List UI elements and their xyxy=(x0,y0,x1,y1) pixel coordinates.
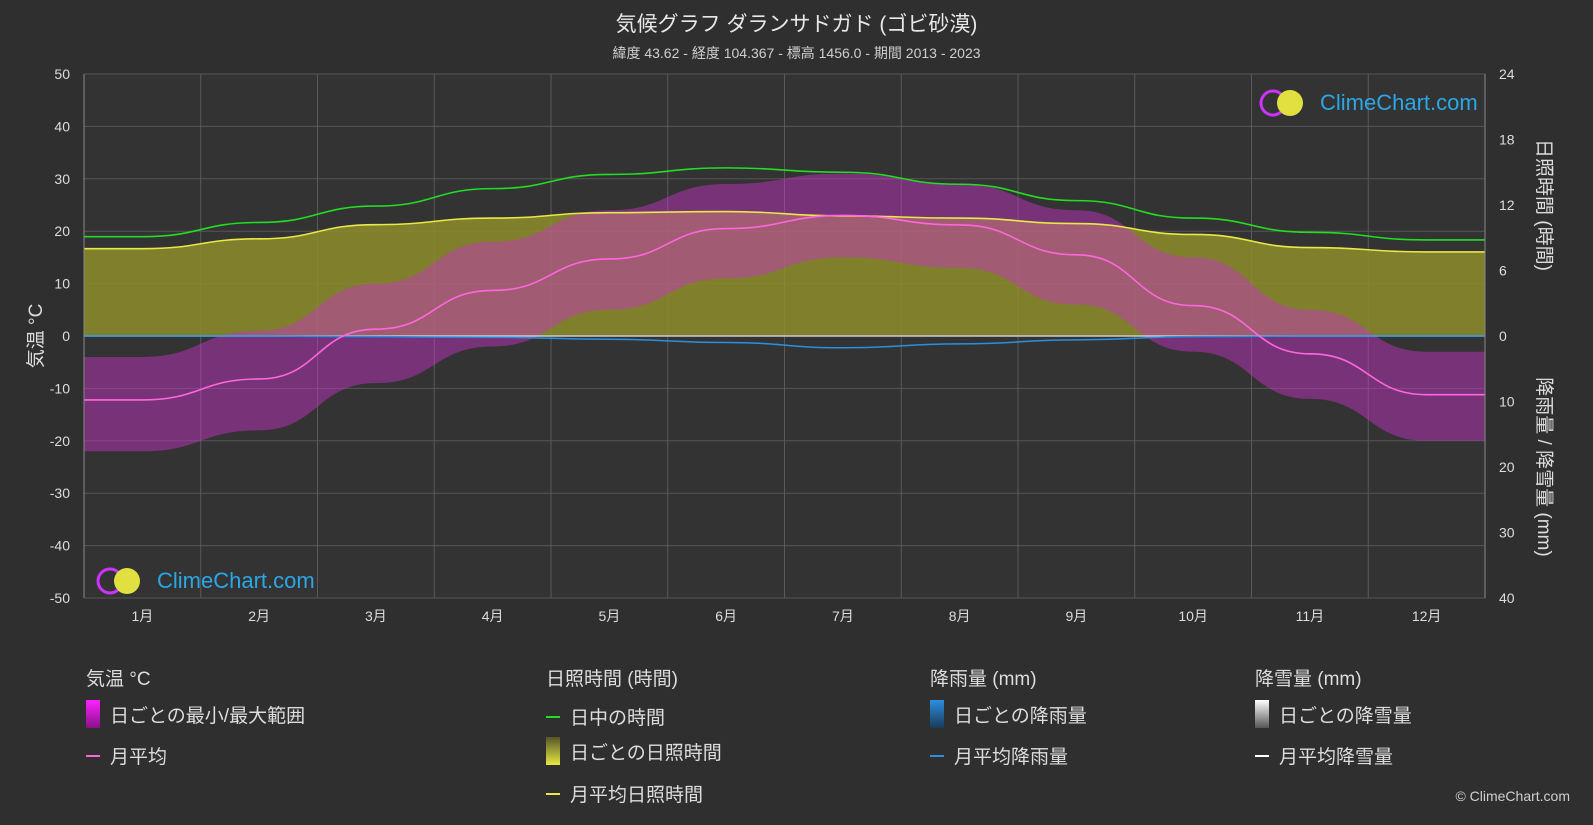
logo-bottom: ClimeChart.com xyxy=(95,566,315,596)
line-swatch xyxy=(1255,754,1269,757)
legend-label: 月平均日照時間 xyxy=(570,785,704,806)
legend-sun-avg: 月平均日照時間 xyxy=(546,780,703,807)
x-tick-label: 7月 xyxy=(832,608,854,624)
legend-label: 月平均 xyxy=(110,747,168,768)
line-swatch xyxy=(546,792,560,795)
logo-top: ClimeChart.com xyxy=(1258,88,1478,118)
legend-snow-head: 降雪量 (mm) xyxy=(1255,669,1362,690)
y-tick-label-right-sun: 0 xyxy=(1499,328,1507,344)
logo-text: ClimeChart.com xyxy=(1320,90,1478,115)
y-tick-label-left: 30 xyxy=(54,171,70,187)
y-tick-label-left: 0 xyxy=(62,328,70,344)
sunshine-avg-line xyxy=(84,210,1485,253)
y-tick-label-left: -10 xyxy=(50,380,70,396)
range-swatch xyxy=(546,737,560,765)
y-tick-label-left: -30 xyxy=(50,485,70,501)
y-axis-title-right-precip: 降雨量 / 降雪量 (mm) xyxy=(1533,377,1555,556)
line-swatch xyxy=(86,754,100,757)
range-swatch xyxy=(1255,700,1269,728)
x-tick-label: 10月 xyxy=(1178,608,1208,624)
legend-snow-avg: 月平均降雪量 xyxy=(1255,742,1393,769)
y-axis-title-left: 気温 °C xyxy=(25,304,47,369)
climechart-logo-icon xyxy=(1259,89,1303,117)
y-tick-label-left: 10 xyxy=(54,276,70,292)
y-tick-label-right-precip: 20 xyxy=(1499,459,1515,475)
temperature-range-band xyxy=(84,173,1485,452)
sunshine-area xyxy=(84,211,1485,336)
chart-subtitle: 緯度 43.62 - 経度 104.367 - 標高 1456.0 - 期間 2… xyxy=(612,45,981,61)
x-tick-label: 5月 xyxy=(598,608,620,624)
x-tick-label: 2月 xyxy=(248,608,270,624)
legend-label: 日ごとの降雨量 xyxy=(954,705,1087,727)
y-tick-label-left: -40 xyxy=(50,538,70,554)
legend-daily-sun: 日ごとの日照時間 xyxy=(546,737,722,765)
legend-label: 日ごとの最小/最大範囲 xyxy=(110,705,306,727)
logo-text: ClimeChart.com xyxy=(157,568,315,593)
x-tick-label: 1月 xyxy=(131,608,153,624)
x-tick-label: 9月 xyxy=(1065,608,1087,624)
legend-label: 日ごとの日照時間 xyxy=(570,742,722,764)
legend-daylight: 日中の時間 xyxy=(546,703,665,730)
legend-label: 日中の時間 xyxy=(570,708,666,729)
temperature-avg-line xyxy=(83,214,1485,401)
y-tick-label-right-sun: 6 xyxy=(1499,263,1507,279)
y-tick-label-right-precip: 10 xyxy=(1499,394,1515,410)
y-tick-label-right-sun: 24 xyxy=(1499,66,1515,82)
x-tick-label: 4月 xyxy=(482,608,504,624)
line-swatch xyxy=(930,754,944,757)
legend-label: 月平均降雪量 xyxy=(1279,747,1394,768)
climechart-logo-icon xyxy=(96,567,140,595)
y-tick-label-left: 40 xyxy=(54,118,70,134)
range-swatch xyxy=(86,700,100,728)
chart-title: 気候グラフ ダランサドガド (ゴビ砂漠) xyxy=(615,13,978,36)
y-tick-label-right-precip: 40 xyxy=(1499,590,1515,606)
y-tick-label-left: -20 xyxy=(50,433,70,449)
legend-label: 月平均降雨量 xyxy=(954,747,1069,768)
y-tick-label-right-sun: 12 xyxy=(1499,197,1515,213)
legend-rain-head: 降雨量 (mm) xyxy=(930,669,1037,690)
copyright: © ClimeChart.com xyxy=(1455,788,1570,804)
y-tick-label-right-sun: 18 xyxy=(1499,132,1515,148)
rain-avg-line xyxy=(84,335,1485,349)
y-tick-label-left: 50 xyxy=(54,66,70,82)
legend-sun-head: 日照時間 (時間) xyxy=(546,669,678,690)
x-tick-label: 11月 xyxy=(1296,608,1325,624)
legend-temp-avg: 月平均 xyxy=(86,742,167,769)
legend-rain-avg: 月平均降雨量 xyxy=(930,742,1068,769)
line-swatch xyxy=(546,715,560,718)
legend-label: 日ごとの降雪量 xyxy=(1279,705,1412,727)
legend-daily-snow: 日ごとの降雪量 xyxy=(1255,700,1412,728)
x-tick-label: 8月 xyxy=(949,608,971,624)
daylight-line xyxy=(84,167,1485,241)
y-axis-title-right-sun: 日照時間 (時間) xyxy=(1533,139,1555,271)
legend-temp-range: 日ごとの最小/最大範囲 xyxy=(86,700,305,728)
x-tick-label: 3月 xyxy=(365,608,387,624)
x-tick-label: 6月 xyxy=(715,608,737,624)
climate-chart: 50 40 30 20 10 0 -10 -20 -30 -40 -50 24 18 12 6 0 10 20 30… xyxy=(25,66,1555,624)
legend-daily-rain: 日ごとの降雨量 xyxy=(930,700,1087,728)
range-swatch xyxy=(930,700,944,728)
y-tick-label-left: -50 xyxy=(50,590,70,606)
y-tick-label-right-precip: 30 xyxy=(1499,525,1515,541)
y-tick-label-left: 20 xyxy=(54,223,70,239)
x-tick-label: 12月 xyxy=(1412,608,1442,624)
legend-temp-head: 気温 °C xyxy=(86,669,151,690)
